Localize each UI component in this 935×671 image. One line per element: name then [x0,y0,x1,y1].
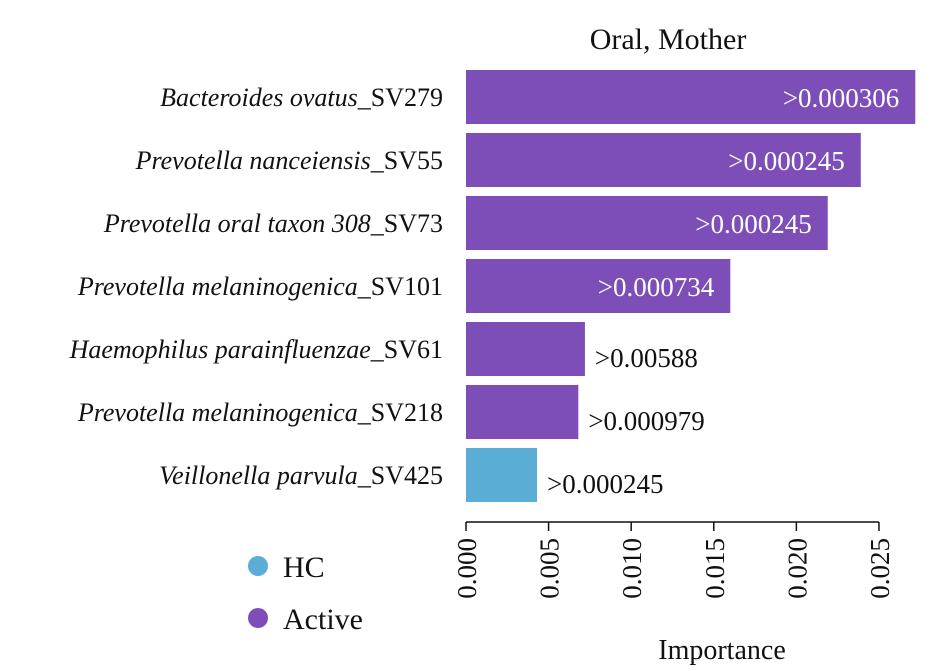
category-label: Veillonella parvula_SV425 [159,461,443,490]
category-label: Bacteroides ovatus_SV279 [160,83,443,112]
bar [466,448,538,502]
bar [466,322,585,376]
bar [466,259,731,313]
data-label: >0.000245 [547,469,663,499]
data-label: >0.000979 [588,406,704,436]
chart-title: Oral, Mother [590,23,747,56]
x-tick-label: 0.010 [617,538,647,599]
legend-label: Active [283,603,363,636]
bar [466,385,579,439]
legend-marker [248,608,268,628]
category-label: Haemophilus parainfluenzae_SV61 [69,335,443,364]
data-label: >0.000245 [695,209,811,239]
bars-group: Bacteroides ovatus_SV279 >0.000306 Prevote… [69,70,916,502]
x-axis-label: Importance [658,635,786,666]
x-tick-label: 0.005 [535,538,565,599]
bar [466,196,828,250]
x-tick-label: 0.025 [865,538,895,599]
legend-label: HC [283,551,325,584]
x-tick-label: 0.015 [700,538,730,599]
x-axis: 0.000 0.005 0.010 0.015 0.020 0.025 [452,521,895,599]
bar [466,133,861,187]
x-tick-label: 0.000 [452,538,482,599]
category-label: Prevotella nanceiensis_SV55 [135,146,443,175]
bar [466,70,916,124]
legend: HC Active [248,551,363,636]
category-label: Prevotella melaninogenica_SV101 [77,272,443,301]
category-label: Prevotella melaninogenica_SV218 [77,398,443,427]
data-label: >0.000245 [728,146,844,176]
data-label: >0.000734 [598,272,715,302]
legend-marker [248,556,268,576]
data-label: >0.00588 [595,343,698,373]
category-label: Prevotella oral taxon 308_SV73 [103,209,443,238]
x-tick-label: 0.020 [782,538,812,599]
data-label: >0.000306 [783,83,899,113]
